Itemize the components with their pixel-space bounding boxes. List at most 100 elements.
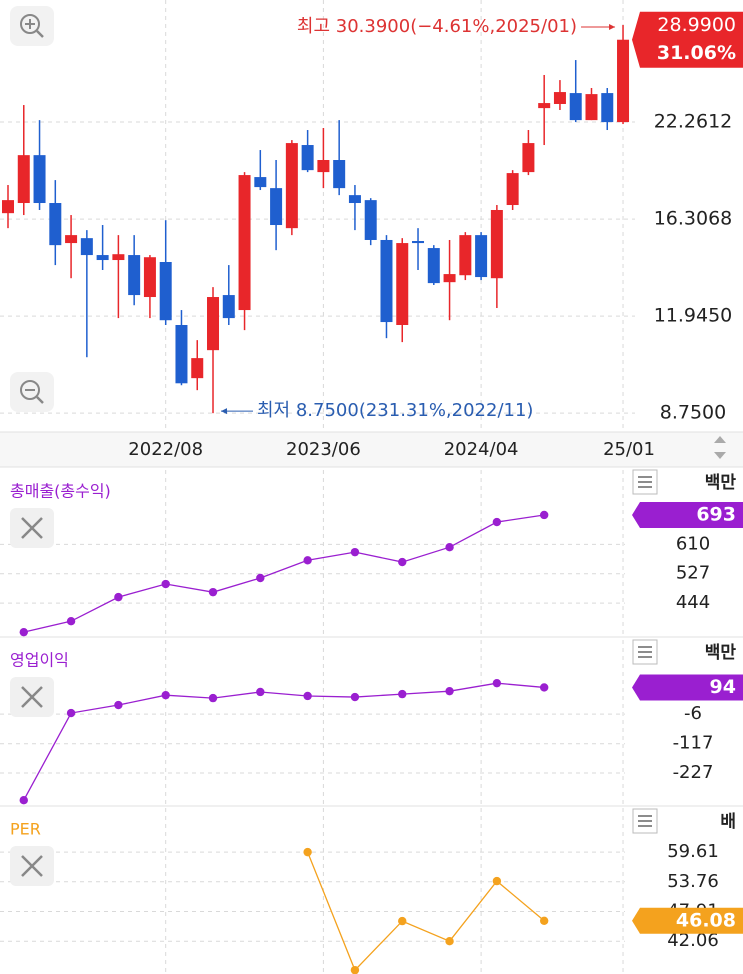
candle-body: [412, 241, 425, 244]
series-point: [161, 579, 170, 589]
series-point: [114, 592, 123, 602]
annotation-high: 최고 30.3900(−4.61%,2025/01): [297, 16, 577, 37]
scroll-arrows[interactable]: [714, 436, 726, 459]
candle-body: [459, 235, 472, 276]
series-point: [492, 517, 502, 527]
series-point: [19, 627, 28, 637]
grid-layer: [0, 0, 635, 974]
candle-body: [301, 145, 314, 171]
y-tick-label: 42.06: [667, 930, 719, 951]
candle-body: [96, 255, 109, 261]
panel-title: PER: [10, 820, 41, 839]
current-value-label: 94: [710, 676, 736, 698]
series-point: [66, 616, 76, 626]
close-indicator-button[interactable]: [10, 677, 54, 717]
close-indicator-button[interactable]: [10, 508, 54, 548]
candle-body: [333, 160, 346, 189]
series-point: [114, 700, 123, 710]
series-point: [539, 916, 549, 925]
series-line: [23, 514, 545, 633]
panel-title: 총매출(총수익): [10, 482, 111, 501]
candle-body: [585, 94, 598, 121]
candle-body: [128, 255, 141, 296]
series-point: [303, 691, 312, 701]
candle-body: [175, 324, 188, 384]
series-point: [303, 556, 312, 565]
candle-body: [553, 92, 566, 104]
marks-layer: 8.7500 11.9450 16.3068 22.2612 2022/08 2023/0…: [2, 11, 743, 974]
unit-label: 백만: [705, 473, 737, 493]
y-tick-label: 444: [676, 592, 710, 613]
series-point: [350, 965, 360, 974]
series-point: [445, 937, 454, 946]
series-point: [256, 573, 265, 583]
series-point: [445, 686, 454, 696]
y-tick-label: 8.7500: [660, 402, 726, 424]
candle-body: [270, 188, 283, 226]
annotation-arrowhead: [221, 408, 228, 415]
candle-body: [254, 177, 267, 188]
candle-body: [538, 103, 551, 109]
series-point: [256, 687, 265, 697]
current-value-label: 46.08: [676, 909, 736, 931]
candle-body: [506, 173, 519, 206]
candle-body: [364, 200, 377, 240]
zoom-in-button[interactable]: [10, 6, 54, 46]
series-point: [445, 542, 454, 552]
candle-body: [475, 235, 488, 278]
candle-body: [443, 274, 456, 283]
candle-body: [285, 143, 298, 229]
candle-body: [490, 209, 503, 279]
candle-body: [112, 254, 125, 261]
x-tick-label: 2022/08: [128, 439, 203, 460]
candle-body: [191, 358, 204, 379]
y-tick-label: 59.61: [667, 841, 719, 862]
series-point: [398, 689, 407, 699]
candle-body: [238, 175, 251, 311]
series-point: [492, 876, 502, 886]
candle-body: [522, 143, 535, 173]
menu-button[interactable]: [632, 639, 658, 665]
series-point: [66, 708, 76, 718]
menu-button[interactable]: [632, 469, 658, 495]
candle-body: [348, 195, 361, 204]
y-tick-label: 22.2612: [654, 111, 733, 133]
series-point: [208, 693, 218, 703]
unit-label: 백만: [705, 643, 737, 663]
current-value-tag: [632, 907, 743, 934]
candle-body: [65, 235, 78, 244]
candle-body: [617, 39, 630, 123]
candle-body: [222, 295, 235, 319]
candle-body: [396, 243, 409, 325]
y-tick-label: -227: [673, 762, 714, 783]
panel-title: 영업이익: [10, 651, 69, 670]
series-point: [398, 916, 407, 926]
candle-body: [49, 203, 62, 246]
menu-button[interactable]: [632, 808, 658, 834]
candle-body: [80, 238, 93, 256]
close-indicator-button[interactable]: [10, 846, 54, 886]
current-value-label: 28.9900: [657, 14, 736, 36]
series-point: [161, 690, 170, 700]
candle-body: [33, 155, 46, 204]
current-value-label: 693: [696, 503, 736, 525]
candle-body: [17, 155, 30, 204]
x-tick-label: 2024/04: [444, 439, 519, 460]
series-point: [350, 547, 360, 557]
candle-body: [207, 297, 220, 351]
annotation-arrowhead: [609, 24, 616, 31]
y-tick-label: 527: [676, 563, 710, 584]
series-line: [23, 682, 545, 801]
x-axis-band: [0, 432, 743, 467]
zoom-out-button[interactable]: [10, 372, 54, 412]
candle-body: [2, 200, 14, 214]
series-point: [350, 692, 360, 702]
y-tick-label: 610: [676, 533, 710, 554]
candle-body: [317, 160, 330, 173]
series-point: [539, 683, 549, 692]
y-tick-label: 11.9450: [654, 305, 733, 327]
current-value-tag: [632, 674, 743, 701]
series-point: [539, 510, 549, 520]
change-label: 31.06%: [657, 42, 736, 64]
